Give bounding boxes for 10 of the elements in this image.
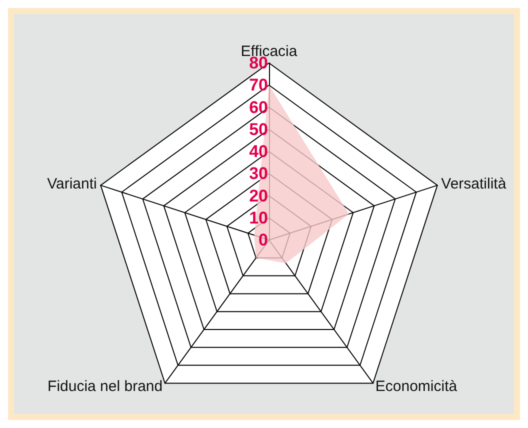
y-tick-label: 20 [249, 186, 268, 206]
y-tick-label: 50 [249, 120, 268, 139]
spoke-label: Varianti [47, 176, 97, 193]
y-tick-label: 40 [249, 142, 268, 161]
y-tick-label: 30 [249, 164, 268, 184]
spoke-label: Fiducia nel brand [48, 378, 163, 395]
spoke-label: Versatilità [441, 176, 507, 193]
y-tick-label: 60 [249, 98, 268, 117]
spoke-label: Economicità [375, 378, 458, 395]
y-tick-label: 70 [249, 76, 268, 95]
